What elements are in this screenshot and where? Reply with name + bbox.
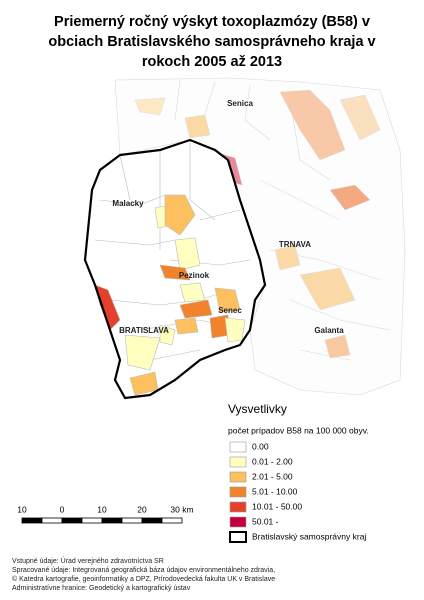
title-line: obciach Bratislavského samosprávneho kra… <box>48 34 375 50</box>
legend-label: 0.00 <box>252 441 269 451</box>
legend-label: 2.01 - 5.00 <box>252 471 293 481</box>
legend-label: 5.01 - 10.00 <box>252 486 298 496</box>
scale-label: 30 km <box>170 504 193 514</box>
source-line: © Katedra kartografie, geoinformatiky a … <box>12 575 275 583</box>
title-line: rokoch 2005 až 2013 <box>142 54 282 70</box>
place-label: BRATISLAVA <box>119 326 169 335</box>
scale-label: 20 <box>137 504 147 514</box>
scale-segment <box>161 517 183 524</box>
scale-label: 0 <box>60 504 65 514</box>
scale-bar: 10 0 10 20 30 km <box>17 504 194 524</box>
sources: Vstupné údaje: Úrad verejného zdravotníc… <box>12 556 275 592</box>
surrounding-municipalities <box>114 77 406 396</box>
source-line: Vstupné údaje: Úrad verejného zdravotníc… <box>12 556 164 565</box>
source-line: Administratívne hranice: Geodetický a ka… <box>12 585 191 592</box>
legend-swatch <box>229 501 247 513</box>
legend-swatch <box>229 456 247 468</box>
legend-swatch <box>229 441 247 453</box>
legend-swatch <box>229 531 247 543</box>
title-line: Priemerný ročný výskyt toxoplazmózy (B58… <box>54 14 370 30</box>
legend-title: Vysvetlivky <box>228 402 287 416</box>
legend-swatch <box>229 471 247 483</box>
place-label: Senec <box>218 306 242 315</box>
place-label: Senica <box>227 99 253 108</box>
place-label: Galanta <box>314 326 344 335</box>
scale-segment <box>61 517 83 524</box>
region-boundary <box>83 138 267 400</box>
scale-label: 10 <box>17 504 27 514</box>
place-label: Pezinok <box>179 271 210 280</box>
region-municipalities <box>83 138 267 400</box>
legend-subtitle: počet prípadov B58 na 100 000 obyv. <box>228 425 369 435</box>
scale-segment <box>101 517 123 524</box>
legend-label: 0.01 - 2.00 <box>252 456 293 466</box>
legend-swatch <box>229 516 247 528</box>
legend-label: 50.01 - <box>252 516 279 526</box>
scale-segment <box>41 517 63 524</box>
place-label: TRNAVA <box>279 240 311 249</box>
scale-segment <box>21 517 43 524</box>
scale-segment <box>121 517 143 524</box>
legend-label: 10.01 - 50.00 <box>252 501 302 511</box>
legend-label: Bratislavský samosprávny kraj <box>252 531 366 541</box>
scale-label: 10 <box>97 504 107 514</box>
legend-swatch <box>229 486 247 498</box>
place-label: Malacky <box>112 199 144 208</box>
scale-segment <box>141 517 163 524</box>
legend: 0.00 0.01 - 2.00 2.01 - 5.00 5.01 - 10.00 10… <box>229 441 366 543</box>
scale-segment <box>81 517 103 524</box>
source-line: Spracované údaje: Integrovaná geografick… <box>12 567 275 574</box>
